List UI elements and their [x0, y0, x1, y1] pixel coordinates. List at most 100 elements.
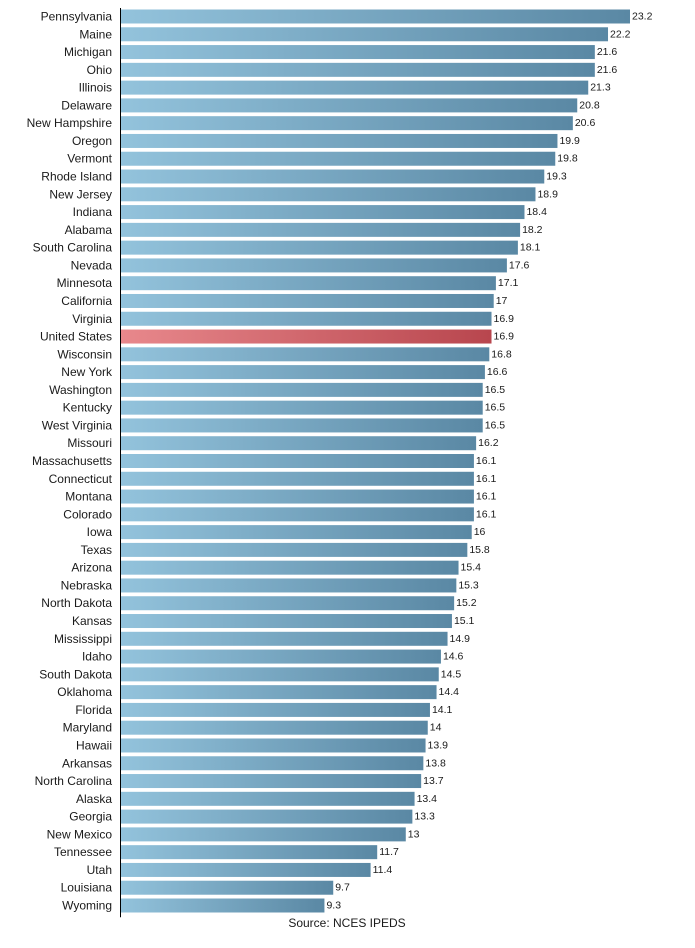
bar-massachusetts	[120, 454, 474, 468]
category-label-missouri: Missouri	[67, 436, 112, 450]
value-label-oregon: 19.9	[559, 135, 580, 147]
category-label-united-states: United States	[40, 330, 112, 344]
bar-colorado	[120, 507, 474, 522]
bar-maryland	[120, 720, 428, 735]
category-label-south-carolina: South Carolina	[33, 241, 113, 255]
value-label-united-states: 16.9	[494, 331, 515, 343]
category-label-arkansas: Arkansas	[62, 756, 112, 770]
value-label-missouri: 16.2	[478, 437, 499, 449]
bar-new-hampshire	[120, 116, 573, 131]
bar-kentucky	[120, 400, 483, 415]
value-label-nebraska: 15.3	[458, 579, 479, 591]
category-label-alabama: Alabama	[65, 223, 113, 237]
value-label-north-dakota: 15.2	[456, 597, 477, 609]
bar-south-carolina	[120, 240, 518, 255]
bar-mississippi	[120, 631, 448, 646]
value-label-virginia: 16.9	[494, 313, 515, 325]
value-label-pennsylvania: 23.2	[632, 11, 653, 23]
bar-maine	[120, 27, 609, 42]
value-label-florida: 14.1	[432, 704, 453, 716]
category-label-alaska: Alaska	[76, 792, 112, 806]
value-label-ohio: 21.6	[597, 64, 618, 76]
category-label-georgia: Georgia	[69, 810, 112, 824]
category-label-maine: Maine	[79, 27, 112, 41]
value-label-massachusetts: 16.1	[476, 455, 497, 467]
category-label-ohio: Ohio	[87, 63, 113, 77]
category-label-nebraska: Nebraska	[61, 578, 113, 592]
category-label-texas: Texas	[81, 543, 112, 557]
value-label-california: 17	[496, 295, 508, 307]
bar-michigan	[120, 45, 595, 60]
bar-iowa	[120, 525, 472, 540]
category-label-colorado: Colorado	[63, 507, 112, 521]
bar-arizona	[120, 560, 459, 575]
category-label-nevada: Nevada	[71, 258, 113, 272]
bar-north-dakota	[120, 596, 455, 611]
value-label-alabama: 18.2	[522, 224, 543, 236]
bar-alaska	[120, 791, 415, 806]
bar-north-carolina	[120, 774, 422, 789]
bar-california	[120, 293, 494, 308]
category-label-north-carolina: North Carolina	[35, 774, 113, 788]
value-label-maryland: 14	[430, 722, 442, 734]
value-label-montana: 16.1	[476, 491, 497, 503]
bar-vermont	[120, 151, 556, 166]
bar-virginia	[120, 311, 492, 326]
value-label-south-carolina: 18.1	[520, 242, 541, 254]
bar-wisconsin	[120, 347, 490, 362]
category-label-delaware: Delaware	[61, 98, 112, 112]
value-label-idaho: 14.6	[443, 651, 464, 663]
value-label-new-hampshire: 20.6	[575, 117, 596, 129]
value-label-rhode-island: 19.3	[546, 171, 567, 183]
category-label-utah: Utah	[87, 863, 112, 877]
category-label-connecticut: Connecticut	[49, 472, 113, 486]
category-label-iowa: Iowa	[87, 525, 113, 539]
category-label-hawaii: Hawaii	[76, 738, 112, 752]
bar-texas	[120, 542, 468, 557]
value-label-alaska: 13.4	[417, 793, 438, 805]
category-label-kentucky: Kentucky	[63, 401, 112, 415]
bar-georgia	[120, 809, 413, 824]
bar-utah	[120, 862, 371, 877]
value-label-vermont: 19.8	[557, 153, 578, 165]
category-label-south-dakota: South Dakota	[39, 667, 112, 681]
value-label-new-york: 16.6	[487, 366, 508, 378]
bar-hawaii	[120, 738, 426, 753]
bar-new-mexico	[120, 827, 406, 842]
category-label-louisiana: Louisiana	[61, 881, 113, 895]
bar-oregon	[120, 133, 558, 148]
value-label-texas: 15.8	[469, 544, 490, 556]
value-label-arizona: 15.4	[461, 562, 482, 574]
category-label-maryland: Maryland	[63, 721, 112, 735]
category-label-california: California	[61, 294, 112, 308]
value-label-mississippi: 14.9	[450, 633, 471, 645]
value-label-arkansas: 13.8	[425, 757, 446, 769]
category-label-oklahoma: Oklahoma	[57, 685, 112, 699]
category-label-massachusetts: Massachusetts	[32, 454, 112, 468]
value-label-connecticut: 16.1	[476, 473, 497, 485]
bar-florida	[120, 702, 430, 717]
category-label-kansas: Kansas	[72, 614, 112, 628]
value-label-new-jersey: 18.9	[537, 188, 558, 200]
bar-minnesota	[120, 276, 496, 291]
value-label-kansas: 15.1	[454, 615, 475, 627]
category-label-arizona: Arizona	[71, 561, 112, 575]
value-label-colorado: 16.1	[476, 508, 497, 520]
bar-nevada	[120, 258, 507, 273]
category-label-minnesota: Minnesota	[57, 276, 113, 290]
category-label-oregon: Oregon	[72, 134, 112, 148]
bar-nebraska	[120, 578, 457, 593]
bar-missouri	[120, 436, 477, 451]
bar-delaware	[120, 98, 578, 113]
value-label-washington: 16.5	[485, 384, 506, 396]
category-label-montana: Montana	[65, 490, 112, 504]
bar-montana	[120, 489, 474, 504]
category-label-illinois: Illinois	[79, 81, 112, 95]
bar-south-dakota	[120, 667, 439, 682]
category-label-wisconsin: Wisconsin	[57, 347, 112, 361]
category-label-pennsylvania: Pennsylvania	[41, 10, 113, 24]
bar-new-jersey	[120, 187, 536, 202]
value-label-south-dakota: 14.5	[441, 668, 462, 680]
category-label-rhode-island: Rhode Island	[41, 170, 112, 184]
bar-rhode-island	[120, 169, 545, 184]
